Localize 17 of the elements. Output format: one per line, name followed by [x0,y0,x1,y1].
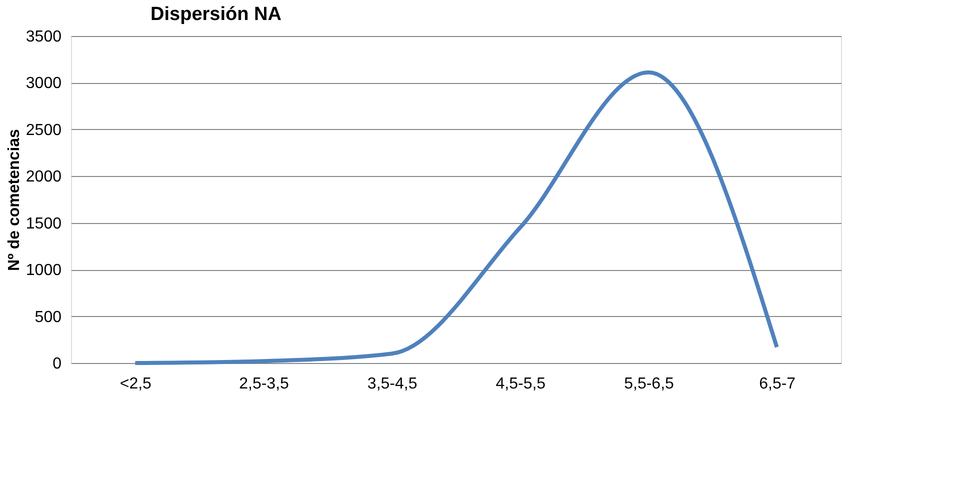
x-tick-label: 5,5-6,5 [624,376,674,392]
y-tick-label: 500 [34,308,62,326]
line-series [133,70,779,365]
x-tick-label: 4,5-5,5 [496,376,546,392]
y-tick-label: 0 [52,356,62,372]
y-tick-label: 1000 [26,262,62,280]
x-tick-label: 3,5-4,5 [367,376,418,392]
x-tick-label: 2,5-3,5 [239,376,290,392]
y-axis-title: Nº de cometencias [6,128,23,271]
x-tick-label: <2,5 [120,376,152,392]
y-tick-label: 2000 [26,168,62,186]
chart-title: Dispersión NA [150,4,282,25]
y-tick-label: 3500 [26,28,62,46]
x-tick-label: 6,5-7 [759,376,796,392]
y-tick-label: 2500 [26,122,62,139]
y-tick-label: 1500 [26,215,62,232]
y-tick-label: 3000 [26,75,62,92]
